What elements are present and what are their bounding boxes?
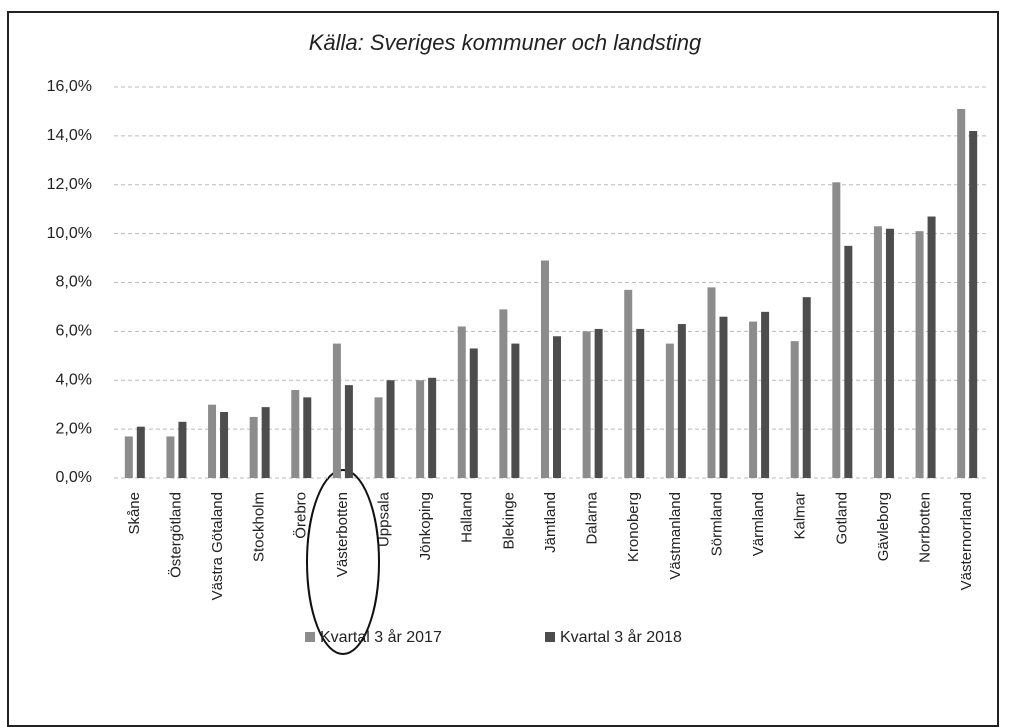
x-tick-label: Jönkoping [417,492,434,560]
bar [178,421,187,478]
bar [303,397,312,478]
x-tick-label: Kalmar [792,492,809,540]
bar [124,436,133,478]
bar [386,380,395,478]
legend-label: Kvartal 3 år 2017 [320,628,442,646]
y-tick-label: 0,0% [56,469,92,486]
bar [636,328,645,478]
bar [261,407,270,478]
bar [802,297,811,478]
bar [220,412,229,478]
bar [927,216,936,479]
bar [969,130,978,479]
y-tick-label: 2,0% [56,420,92,437]
x-tick-label: Västra Götaland [209,492,226,600]
legend-swatch [305,632,315,642]
bar [594,328,603,478]
bar [707,287,716,478]
bar [136,426,145,478]
bar [166,436,175,478]
bar [469,348,478,478]
y-tick-label: 4,0% [56,371,92,388]
bar [665,343,674,478]
x-tick-label: Kronoberg [625,492,642,562]
y-tick-label: 10,0% [47,225,92,242]
bar [416,380,425,478]
bar [332,343,341,478]
bar [291,390,300,478]
bar [873,226,882,478]
bar [749,321,758,478]
x-tick-label: Jämtland [542,492,559,553]
bar [761,311,770,478]
x-tick-label: Stockholm [251,492,268,562]
y-tick-label: 12,0% [47,176,92,193]
x-tick-label: Uppsala [375,491,392,547]
x-tick-label: Västernorrland [958,492,975,590]
x-tick-label: Gotland [833,492,850,545]
bar [719,316,728,478]
bar [957,108,966,479]
bar [511,343,520,478]
bar [499,309,508,478]
chart-title: Källa: Sveriges kommuner och landsting [309,30,702,55]
y-tick-label: 16,0% [47,78,92,95]
bar [677,324,686,478]
bar [428,377,437,478]
legend-swatch [545,632,555,642]
x-tick-label: Dalarna [584,491,601,544]
bar [457,326,466,478]
y-tick-label: 6,0% [56,323,92,340]
bar [344,385,353,478]
x-tick-label: Örebro [291,492,309,539]
legend-label: Kvartal 3 år 2018 [560,628,682,646]
bar [374,397,383,478]
x-tick-label: Sörmland [708,492,725,556]
x-tick-label: Halland [459,492,476,543]
bar [582,331,591,478]
y-tick-label: 8,0% [56,274,92,291]
bar [915,231,924,478]
bar [553,336,561,478]
bar [208,404,217,478]
x-tick-label: Blekinge [500,492,517,550]
x-tick-label: Norrbotten [917,492,934,563]
bar [624,289,633,478]
y-tick-label: 14,0% [47,127,92,144]
x-tick-label: Västmanland [667,492,684,580]
chart-frame [7,11,999,727]
bar [541,260,549,478]
bar [832,182,841,478]
bar [790,341,799,478]
bar [844,245,853,478]
x-tick-label: Gävleborg [875,492,892,561]
bar [885,228,894,478]
x-tick-label: Skåne [126,492,143,535]
x-tick-label: Östergötland [166,492,184,578]
bar [249,416,258,478]
x-tick-label: Värmland [750,492,767,556]
x-tick-label: Västerbotten [334,492,351,577]
highlight-circle [306,469,380,655]
